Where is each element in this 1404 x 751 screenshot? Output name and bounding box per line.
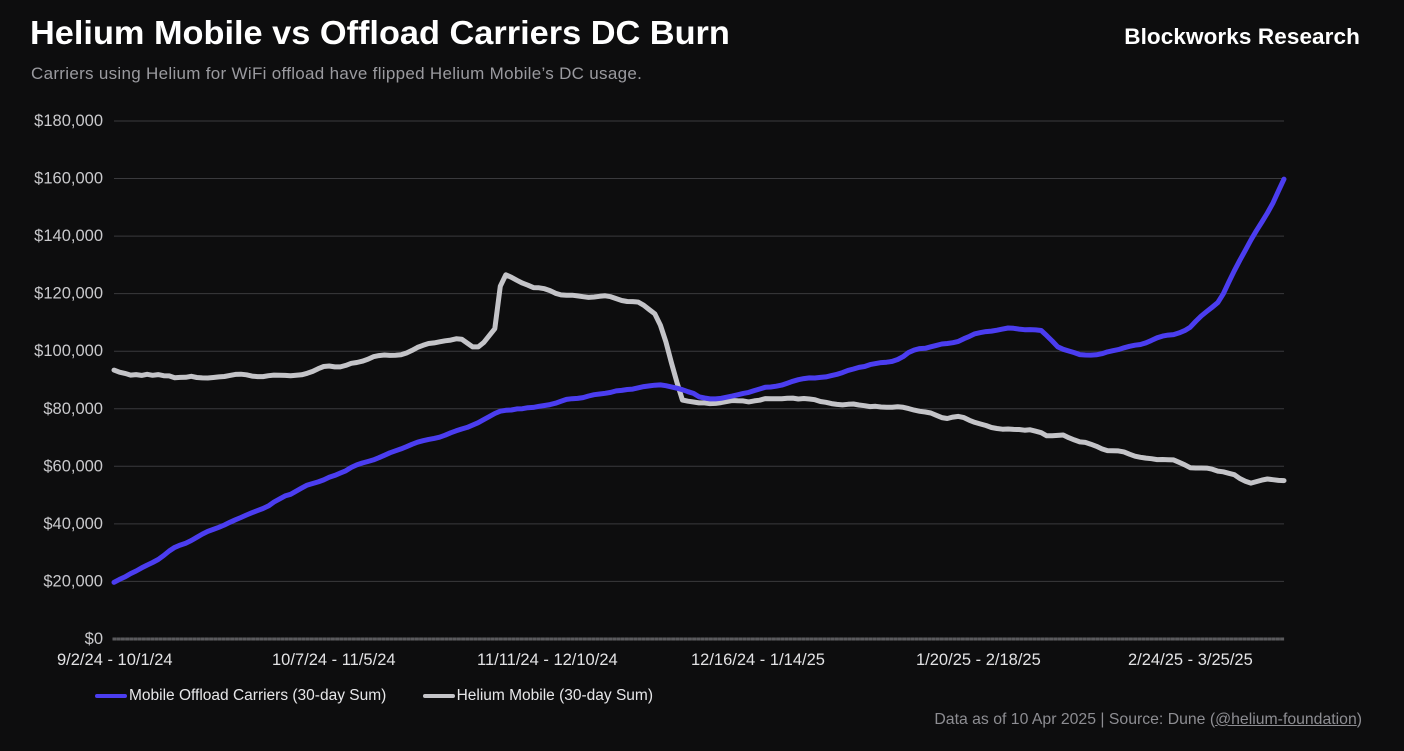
svg-text:12/16/24 - 1/14/25: 12/16/24 - 1/14/25 <box>691 651 825 669</box>
svg-text:$60,000: $60,000 <box>43 457 103 475</box>
svg-text:$80,000: $80,000 <box>43 400 103 418</box>
svg-text:2/24/25 - 3/25/25: 2/24/25 - 3/25/25 <box>1128 651 1253 669</box>
svg-text:$100,000: $100,000 <box>34 342 103 360</box>
svg-text:$180,000: $180,000 <box>34 112 103 130</box>
svg-text:$0: $0 <box>85 630 103 648</box>
svg-text:10/7/24 - 11/5/24: 10/7/24 - 11/5/24 <box>272 651 396 669</box>
svg-text:$160,000: $160,000 <box>34 170 103 188</box>
svg-text:9/2/24 - 10/1/24: 9/2/24 - 10/1/24 <box>57 651 173 669</box>
svg-text:$40,000: $40,000 <box>43 515 103 533</box>
svg-text:$120,000: $120,000 <box>34 285 103 303</box>
svg-text:$20,000: $20,000 <box>43 572 103 590</box>
svg-text:1/20/25 - 2/18/25: 1/20/25 - 2/18/25 <box>916 651 1041 669</box>
svg-text:$140,000: $140,000 <box>34 227 103 245</box>
svg-text:11/11/24 - 12/10/24: 11/11/24 - 12/10/24 <box>477 651 618 669</box>
